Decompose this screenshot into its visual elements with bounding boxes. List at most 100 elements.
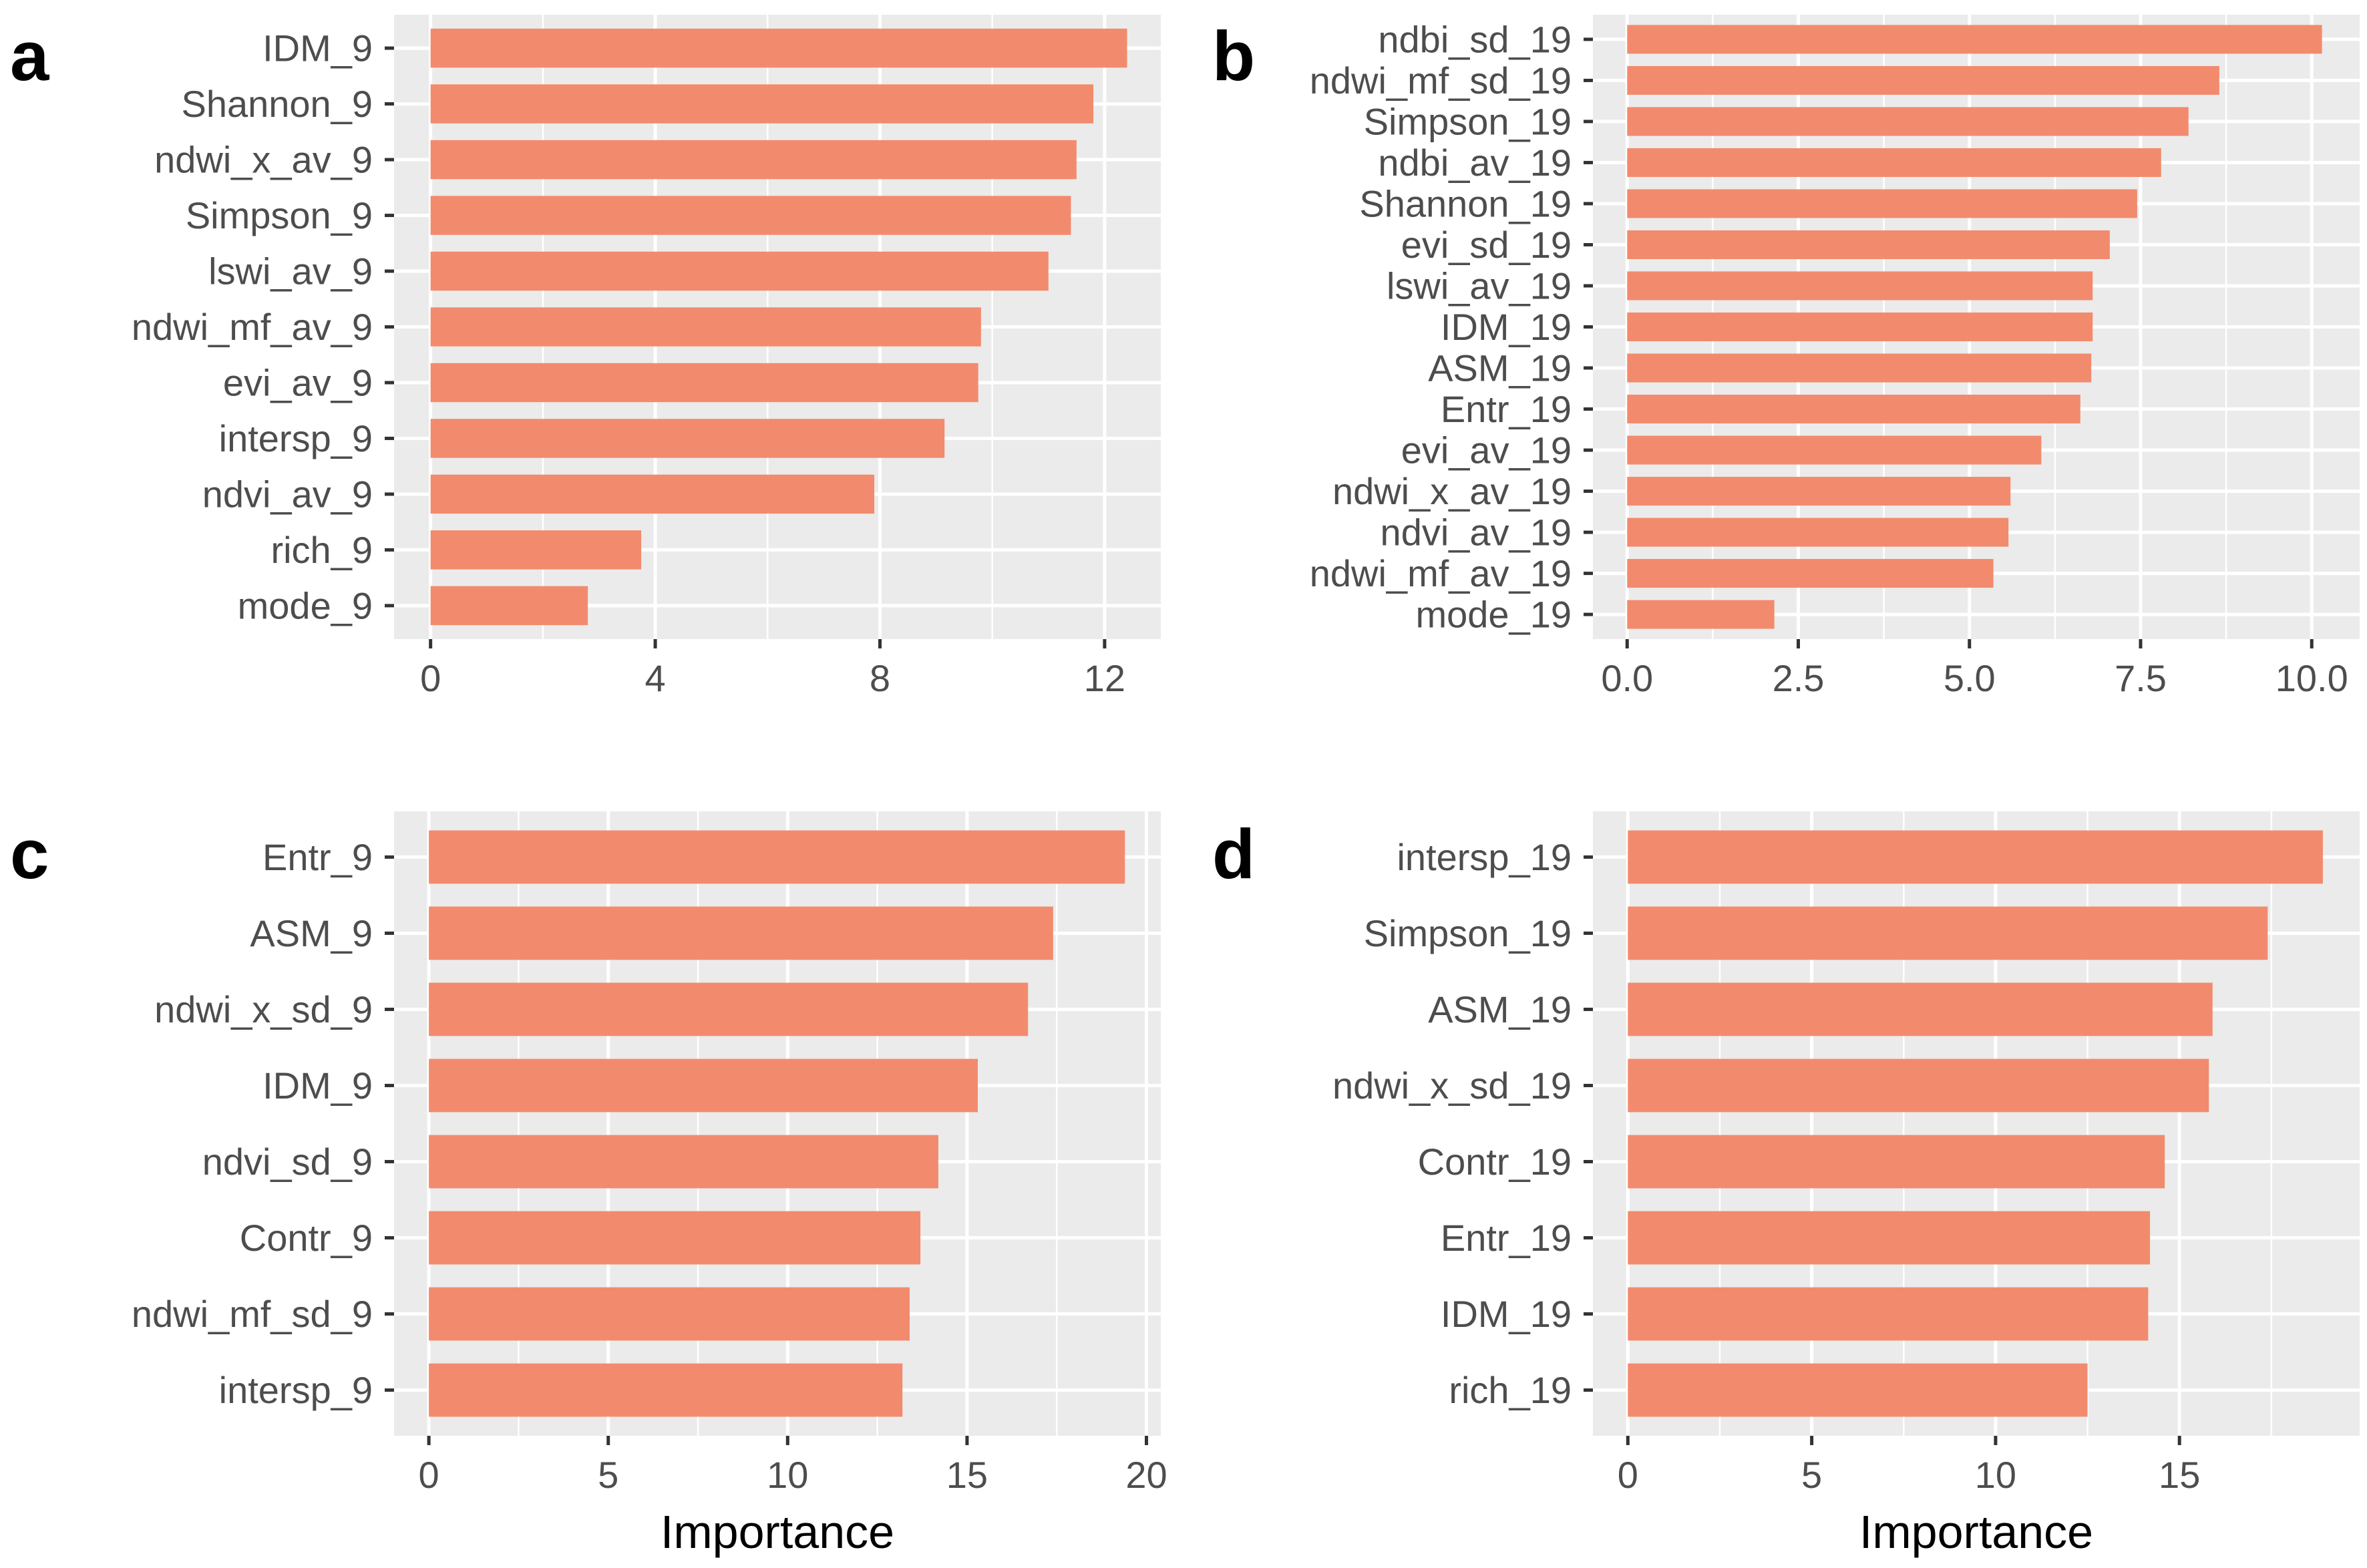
bar-d-2 [1628, 906, 2268, 960]
x-tick-label-b-1: 0.0 [1601, 657, 1653, 699]
x-tick-label-c-3: 10 [767, 1454, 808, 1496]
bar-b-8 [1627, 312, 2093, 342]
y-axis-a: IDM_9 Shannon_9 ndwi_x_av_9 Simpson_9 lswi_a… [132, 27, 394, 626]
x-tick-label-a-1: 0 [420, 657, 441, 699]
panel-b: b ndbi_sd_19ndwi_mf_sd_19Simpson_19ndbi_… [1212, 15, 2360, 699]
y-tick-label-a-9: ndvi_av_9 [202, 473, 373, 515]
y-tick-label-c-5: ndvi_sd_9 [202, 1141, 373, 1183]
y-tick-label-a-8: intersp_9 [219, 417, 373, 459]
bar-c-4 [429, 1058, 978, 1113]
y-axis-d: intersp_19 Simpson_19 ASM_19 ndwi_x_sd_19 Co… [1332, 836, 1593, 1411]
panel-label-a: a [10, 17, 50, 95]
y-tick-label-d-5: Contr_19 [1418, 1141, 1572, 1183]
bars-d [1628, 830, 2323, 1417]
y-tick-label-d-2: Simpson_19 [1364, 912, 1572, 954]
bar-b-7 [1627, 271, 2093, 301]
y-tick-label-c-4: IDM_9 [262, 1064, 373, 1107]
bar-d-3 [1628, 982, 2213, 1036]
bar-a-4 [430, 196, 1071, 235]
bar-d-5 [1628, 1135, 2165, 1189]
bar-a-2 [430, 84, 1094, 124]
y-tick-label-b-1: ndbi_sd_19 [1378, 18, 1572, 60]
bar-c-6 [429, 1211, 921, 1265]
y-tick-label-b-10: Entr_19 [1441, 388, 1572, 430]
y-tick-label-b-13: ndvi_av_19 [1381, 512, 1572, 554]
bar-b-14 [1627, 559, 1994, 588]
x-axis-c: 0 5 10 15 20 [419, 1436, 1167, 1496]
x-tick-label-d-2: 5 [1801, 1454, 1822, 1496]
bar-b-4 [1627, 148, 2161, 177]
y-tick-label-b-4: ndbi_av_19 [1378, 142, 1572, 184]
bars-c [429, 830, 1125, 1417]
y-tick-label-d-7: IDM_19 [1441, 1293, 1572, 1335]
y-tick-label-a-7: evi_av_9 [223, 361, 373, 403]
y-tick-label-c-7: ndwi_mf_sd_9 [132, 1293, 373, 1335]
bar-c-8 [429, 1363, 903, 1417]
bar-a-8 [430, 419, 945, 458]
bar-b-13 [1627, 518, 2009, 547]
y-tick-label-d-3: ASM_19 [1428, 988, 1572, 1030]
y-tick-label-c-6: Contr_9 [240, 1217, 373, 1259]
bar-b-5 [1627, 189, 2137, 218]
y-tick-label-a-10: rich_9 [270, 529, 373, 571]
bar-c-1 [429, 830, 1125, 884]
bar-d-4 [1628, 1058, 2209, 1113]
x-tick-label-a-3: 8 [870, 657, 890, 699]
bar-b-3 [1627, 107, 2189, 136]
y-tick-label-b-14: ndwi_mf_av_19 [1310, 552, 1572, 594]
panel-label-c: c [10, 815, 49, 894]
bar-a-10 [430, 530, 642, 570]
y-tick-label-a-1: IDM_9 [262, 27, 373, 69]
x-axis-b: 0.0 2.5 5.0 7.5 10.0 [1601, 639, 2348, 699]
y-tick-label-b-12: ndwi_x_av_19 [1332, 470, 1572, 512]
y-tick-label-c-8: intersp_9 [219, 1369, 373, 1411]
x-tick-label-c-1: 0 [419, 1454, 439, 1496]
bars-b [1627, 25, 2322, 629]
x-tick-label-a-4: 12 [1084, 657, 1125, 699]
x-axis-title-d: Importance [1859, 1506, 2093, 1558]
x-axis-d: 0 5 10 15 [1618, 1436, 2200, 1496]
y-tick-label-b-8: IDM_19 [1441, 306, 1572, 348]
y-tick-label-d-4: ndwi_x_sd_19 [1332, 1064, 1572, 1107]
y-axis-b: ndbi_sd_19ndwi_mf_sd_19Simpson_19ndbi_av… [1310, 18, 1593, 636]
y-tick-label-a-4: Simpson_9 [186, 194, 373, 236]
y-tick-label-a-5: lswi_av_9 [208, 250, 373, 292]
y-tick-label-c-3: ndwi_x_sd_9 [154, 988, 373, 1030]
x-axis-a: 0 4 8 12 [420, 639, 1125, 699]
y-tick-label-b-2: ndwi_mf_sd_19 [1310, 59, 1572, 102]
bar-d-8 [1628, 1363, 2088, 1417]
bar-b-1 [1627, 25, 2322, 54]
bar-c-7 [429, 1287, 910, 1341]
x-tick-label-b-4: 7.5 [2115, 657, 2167, 699]
y-tick-label-b-3: Simpson_19 [1364, 100, 1572, 142]
bar-a-11 [430, 586, 588, 626]
x-tick-label-a-2: 4 [645, 657, 665, 699]
bar-a-1 [430, 28, 1127, 68]
x-tick-label-b-3: 5.0 [1944, 657, 1996, 699]
bar-a-5 [430, 251, 1049, 291]
bar-a-3 [430, 140, 1077, 180]
y-tick-label-b-9: ASM_19 [1428, 347, 1572, 389]
bar-a-7 [430, 363, 978, 403]
x-tick-label-b-5: 10.0 [2275, 657, 2348, 699]
y-tick-label-b-15: mode_19 [1415, 594, 1572, 636]
bar-b-9 [1627, 353, 2092, 383]
y-tick-label-c-2: ASM_9 [250, 912, 373, 954]
bar-b-6 [1627, 230, 2110, 260]
x-tick-label-d-4: 15 [2159, 1454, 2200, 1496]
bar-b-2 [1627, 65, 2219, 95]
y-tick-label-b-11: evi_av_19 [1401, 429, 1572, 471]
panel-d: d intersp_19 Simpson_19 ASM_19 ndwi_x_sd_19… [1212, 811, 2360, 1558]
y-tick-label-d-1: intersp_19 [1397, 836, 1572, 878]
y-tick-label-c-1: Entr_9 [262, 836, 373, 878]
x-axis-title-c: Importance [661, 1506, 894, 1558]
y-tick-label-b-5: Shannon_19 [1359, 182, 1572, 224]
plot-area-d [1593, 811, 2360, 1436]
bar-b-11 [1627, 435, 2042, 465]
bar-c-2 [429, 906, 1053, 960]
bar-d-7 [1628, 1287, 2149, 1341]
x-tick-label-d-1: 0 [1618, 1454, 1638, 1496]
bar-b-10 [1627, 394, 2080, 424]
bar-b-15 [1627, 600, 1775, 629]
bar-a-9 [430, 474, 875, 514]
